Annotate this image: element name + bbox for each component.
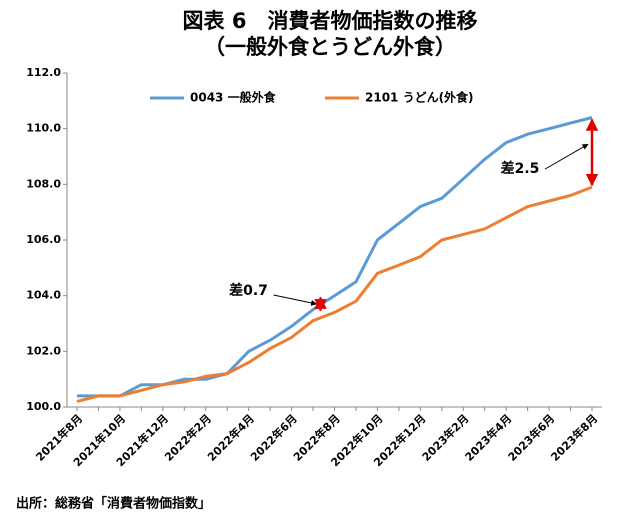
y-tick-label: 104.0 bbox=[26, 289, 61, 302]
annotation-pointer bbox=[273, 294, 318, 306]
source-note: 出所：総務省「消費者物価指数」 bbox=[16, 496, 211, 512]
legend-label: 0043 一般外食 bbox=[190, 90, 277, 105]
chart-subtitle: （一般外食とうどん外食） bbox=[204, 35, 456, 59]
legend-label: 2101 うどん(外食) bbox=[365, 90, 474, 105]
y-tick-label: 110.0 bbox=[26, 122, 61, 135]
y-tick-label: 100.0 bbox=[26, 400, 61, 413]
annotation-pointer bbox=[544, 143, 589, 170]
annotation: 差2.5 bbox=[501, 160, 540, 177]
y-tick-label: 108.0 bbox=[26, 177, 61, 190]
series-line bbox=[76, 185, 593, 403]
y-tick-label: 112.0 bbox=[26, 66, 61, 79]
x-tick-label: 2023年8月 bbox=[548, 411, 601, 464]
annotation: 差0.7 bbox=[229, 282, 268, 299]
y-tick-label: 102.0 bbox=[26, 344, 61, 357]
series-line bbox=[77, 116, 593, 398]
chart-title: 図表 6 消費者物価指数の推移 bbox=[183, 9, 478, 33]
y-tick-label: 106.0 bbox=[26, 233, 61, 246]
